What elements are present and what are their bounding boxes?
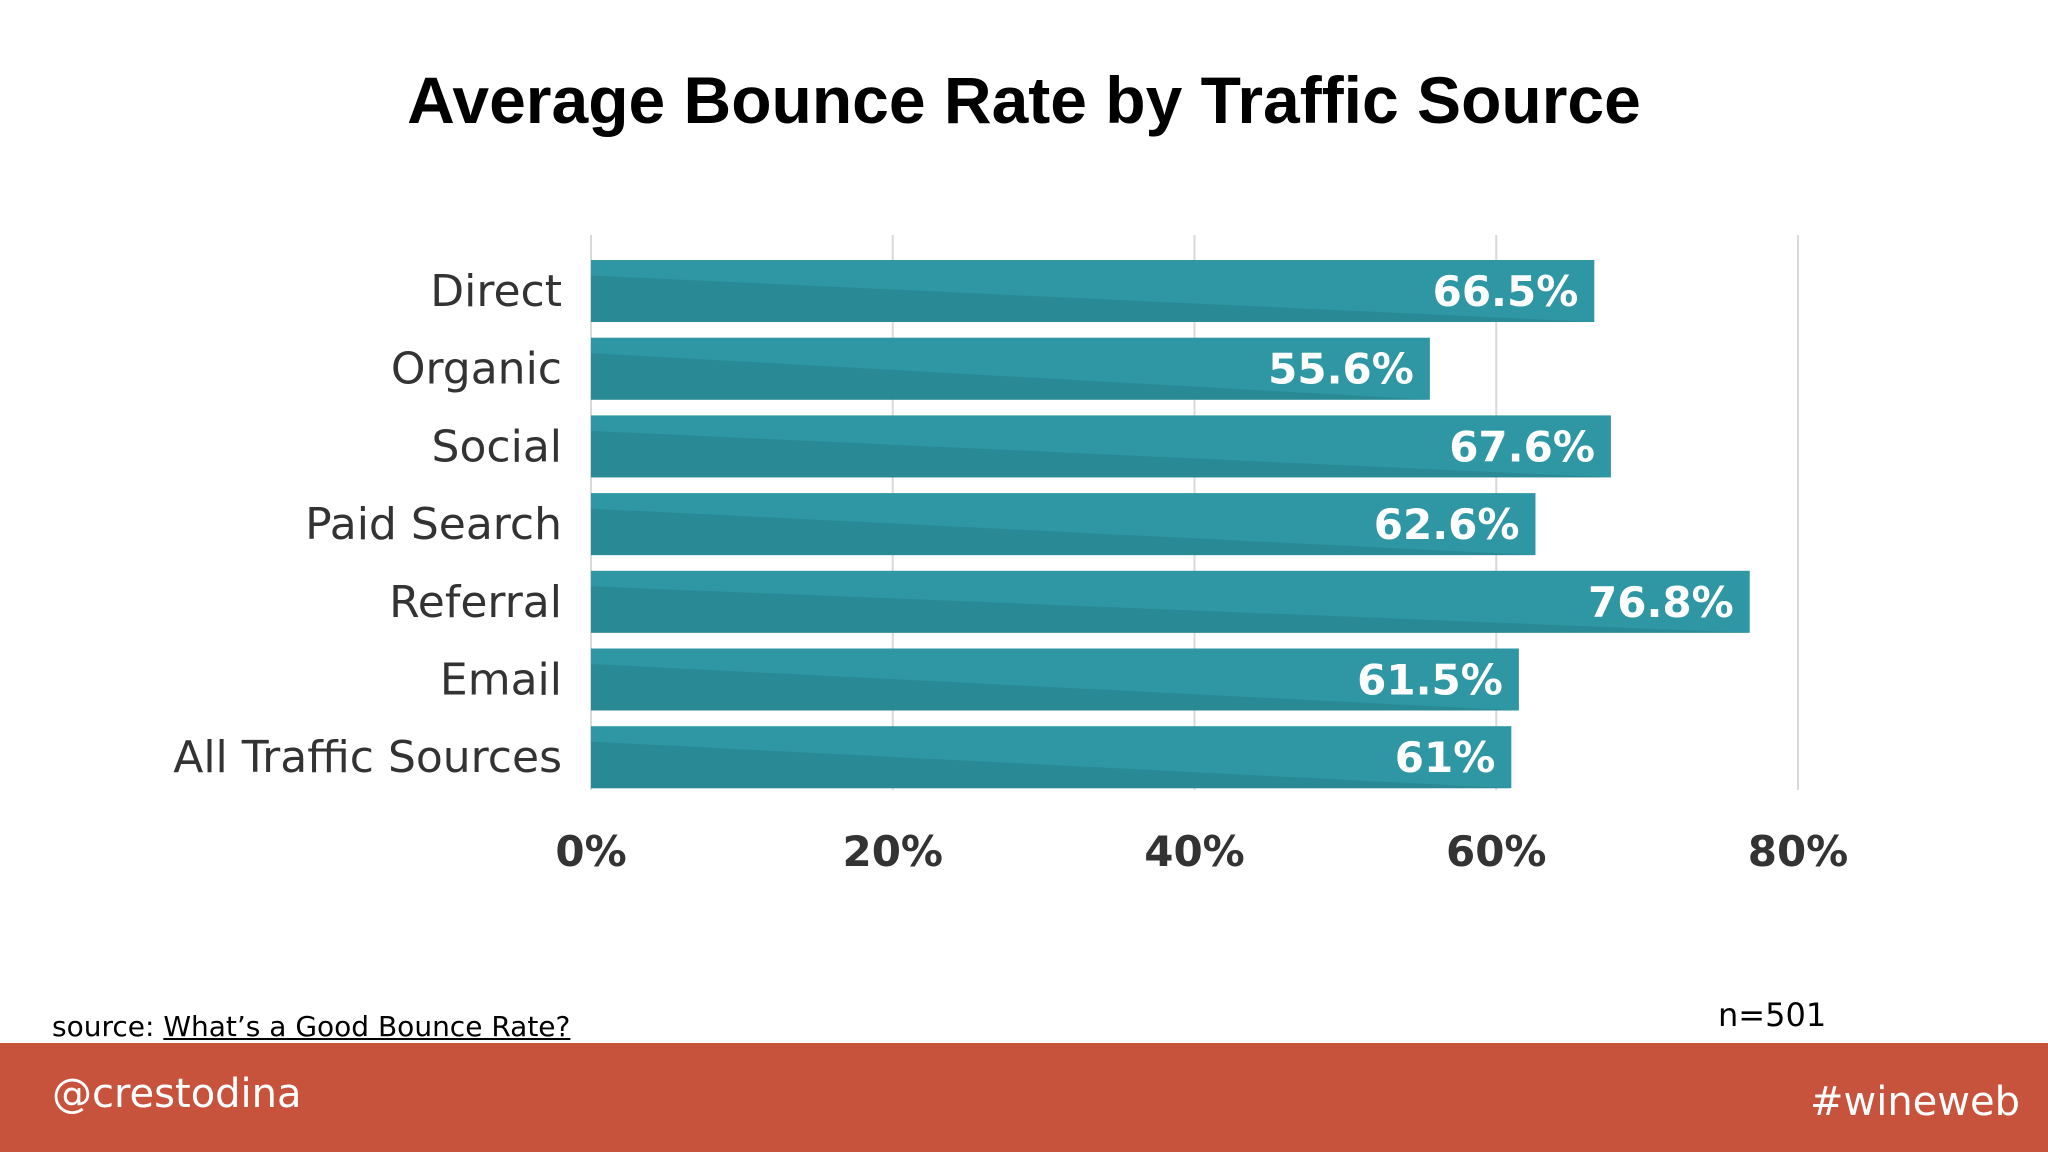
data-label: 67.6% (1449, 422, 1595, 471)
footer-bar: @crestodina #wineweb (0, 1043, 2048, 1152)
category-label: Social (432, 421, 562, 472)
source-citation: source: What’s a Good Bounce Rate? (52, 1010, 570, 1043)
bar-shade (591, 353, 1430, 400)
x-tick-label: 0% (555, 827, 626, 876)
category-label: Referral (389, 577, 562, 628)
bar-shade (591, 430, 1611, 478)
bar-shade (591, 275, 1595, 322)
x-tick-label: 60% (1446, 827, 1547, 876)
source-link[interactable]: What’s a Good Bounce Rate? (163, 1010, 571, 1043)
x-tick-label: 80% (1748, 827, 1849, 876)
data-label: 66.5% (1433, 267, 1579, 316)
data-label: 76.8% (1588, 578, 1734, 627)
data-label: 61% (1395, 733, 1496, 782)
bars: 66.5% 55.6% 67.6% 62.6% 76.8% 61.5% 61% (591, 260, 1750, 789)
category-label: All Traffic Sources (173, 732, 562, 783)
x-axis-tick-labels: 0% 20% 40% 60% 80% (555, 827, 1848, 876)
category-label: Paid Search (305, 499, 562, 550)
bar-shade (591, 508, 1536, 556)
data-label: 55.6% (1268, 345, 1414, 394)
bar-shade (591, 586, 1750, 633)
bar-shade (591, 741, 1512, 789)
category-label: Email (440, 655, 562, 706)
bar-chart: 66.5% 55.6% 67.6% 62.6% 76.8% 61.5% 61% Direct… (173, 235, 1848, 876)
category-label: Direct (430, 266, 562, 317)
source-prefix: source: (52, 1010, 164, 1043)
category-labels: Direct Organic Social Paid Search Referral Em… (173, 266, 562, 783)
data-label: 62.6% (1374, 500, 1520, 549)
data-label: 61.5% (1357, 656, 1503, 705)
bar-shade (591, 664, 1519, 711)
footer-handle: @crestodina (52, 1071, 302, 1117)
footer-hashtag: #wineweb (1809, 1079, 2020, 1125)
x-tick-label: 40% (1144, 827, 1245, 876)
chart-title: Average Bounce Rate by Traffic Source (407, 63, 1641, 137)
x-tick-label: 20% (842, 827, 943, 876)
category-label: Organic (391, 344, 562, 395)
sample-size-note: n=501 (1718, 996, 1827, 1034)
